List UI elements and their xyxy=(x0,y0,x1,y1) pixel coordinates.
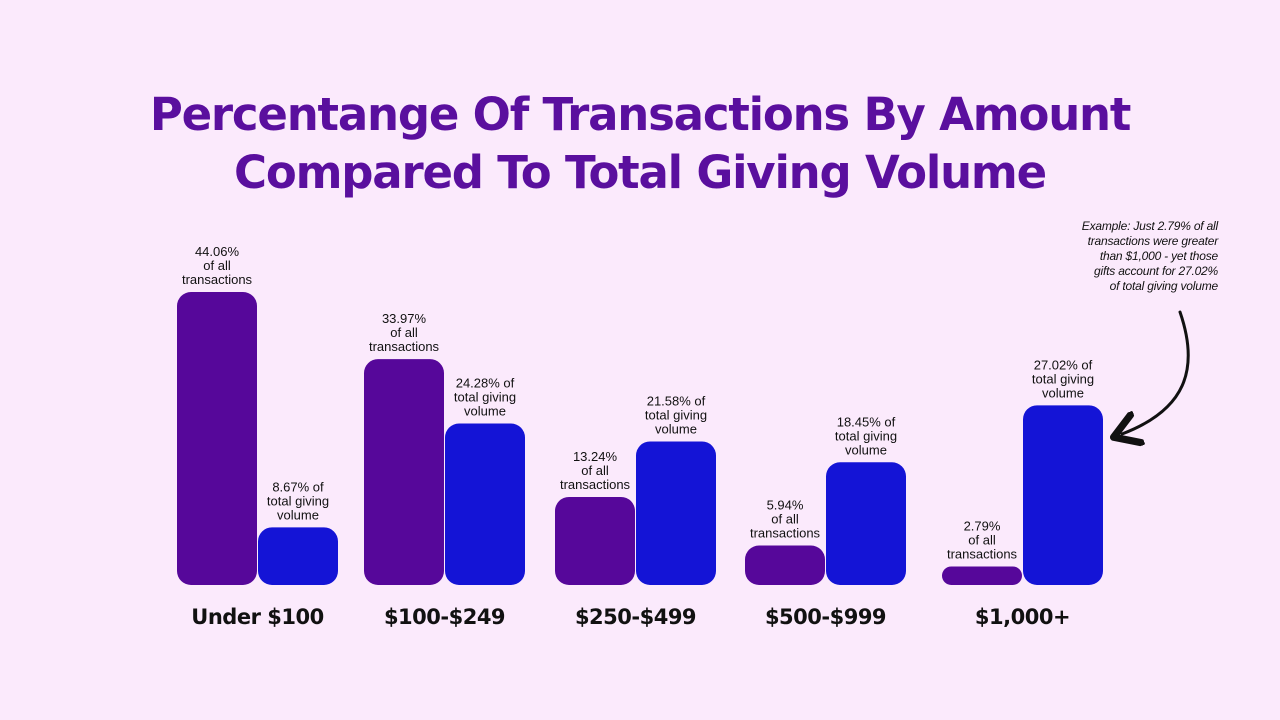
chart-title-line-2: Compared To Total Giving Volume xyxy=(234,146,1047,199)
category-label-1-000: $1,000+ xyxy=(975,605,1070,629)
transactions-label-500-999: 5.94% of all transactions xyxy=(750,497,821,540)
transactions-bar-under-100 xyxy=(177,292,257,585)
annotation-text: Example: Just 2.79% of all transactions … xyxy=(1010,219,1218,294)
annotation-line-3: than $1,000 - yet those xyxy=(1099,249,1218,263)
transactions-label-1-000: 2.79% of all transactions xyxy=(947,518,1018,561)
annotation-line-1: Example: Just 2.79% of all xyxy=(1081,219,1218,233)
transactions-label-under-100: 44.06% of all transactions xyxy=(182,244,253,287)
volume-bar-1-000 xyxy=(1023,405,1103,585)
volume-label-under-100: 8.67% of total giving volume xyxy=(267,479,329,522)
transactions-bar-1-000 xyxy=(942,566,1022,585)
category-label-100-249: $100-$249 xyxy=(384,605,505,629)
volume-bar-500-999 xyxy=(826,462,906,585)
category-label-250-499: $250-$499 xyxy=(575,605,696,629)
annotation-line-5: of total giving volume xyxy=(1109,279,1219,293)
transactions-bar-250-499 xyxy=(555,496,635,585)
volume-bar-100-249 xyxy=(445,423,525,585)
volume-label-250-499: 21.58% of total giving volume xyxy=(645,393,707,436)
volume-label-500-999: 18.45% of total giving volume xyxy=(835,414,897,457)
volume-bar-250-499 xyxy=(636,441,716,585)
volume-label-1-000: 27.02% of total giving volume xyxy=(1032,357,1094,400)
annotation-line-2: transactions were greater xyxy=(1087,234,1219,248)
transactions-bar-500-999 xyxy=(745,545,825,585)
chart-title: Percentange Of Transactions By Amount Co… xyxy=(0,86,1280,202)
transactions-label-250-499: 13.24% of all transactions xyxy=(560,449,631,492)
bars-layer: 44.06% of all transactions 8.67% of total gi… xyxy=(177,244,1103,629)
chart-title-line-1: Percentange Of Transactions By Amount xyxy=(149,88,1132,141)
volume-bar-under-100 xyxy=(258,527,338,585)
transactions-label-100-249: 33.97% of all transactions xyxy=(369,311,440,354)
category-label-under-100: Under $100 xyxy=(191,605,323,629)
annotation-line-4: gifts account for 27.02% xyxy=(1094,264,1218,278)
category-label-500-999: $500-$999 xyxy=(765,605,886,629)
transactions-bar-100-249 xyxy=(364,359,444,585)
annotation-arrow xyxy=(1122,310,1190,434)
volume-label-100-249: 24.28% of total giving volume xyxy=(454,376,516,419)
